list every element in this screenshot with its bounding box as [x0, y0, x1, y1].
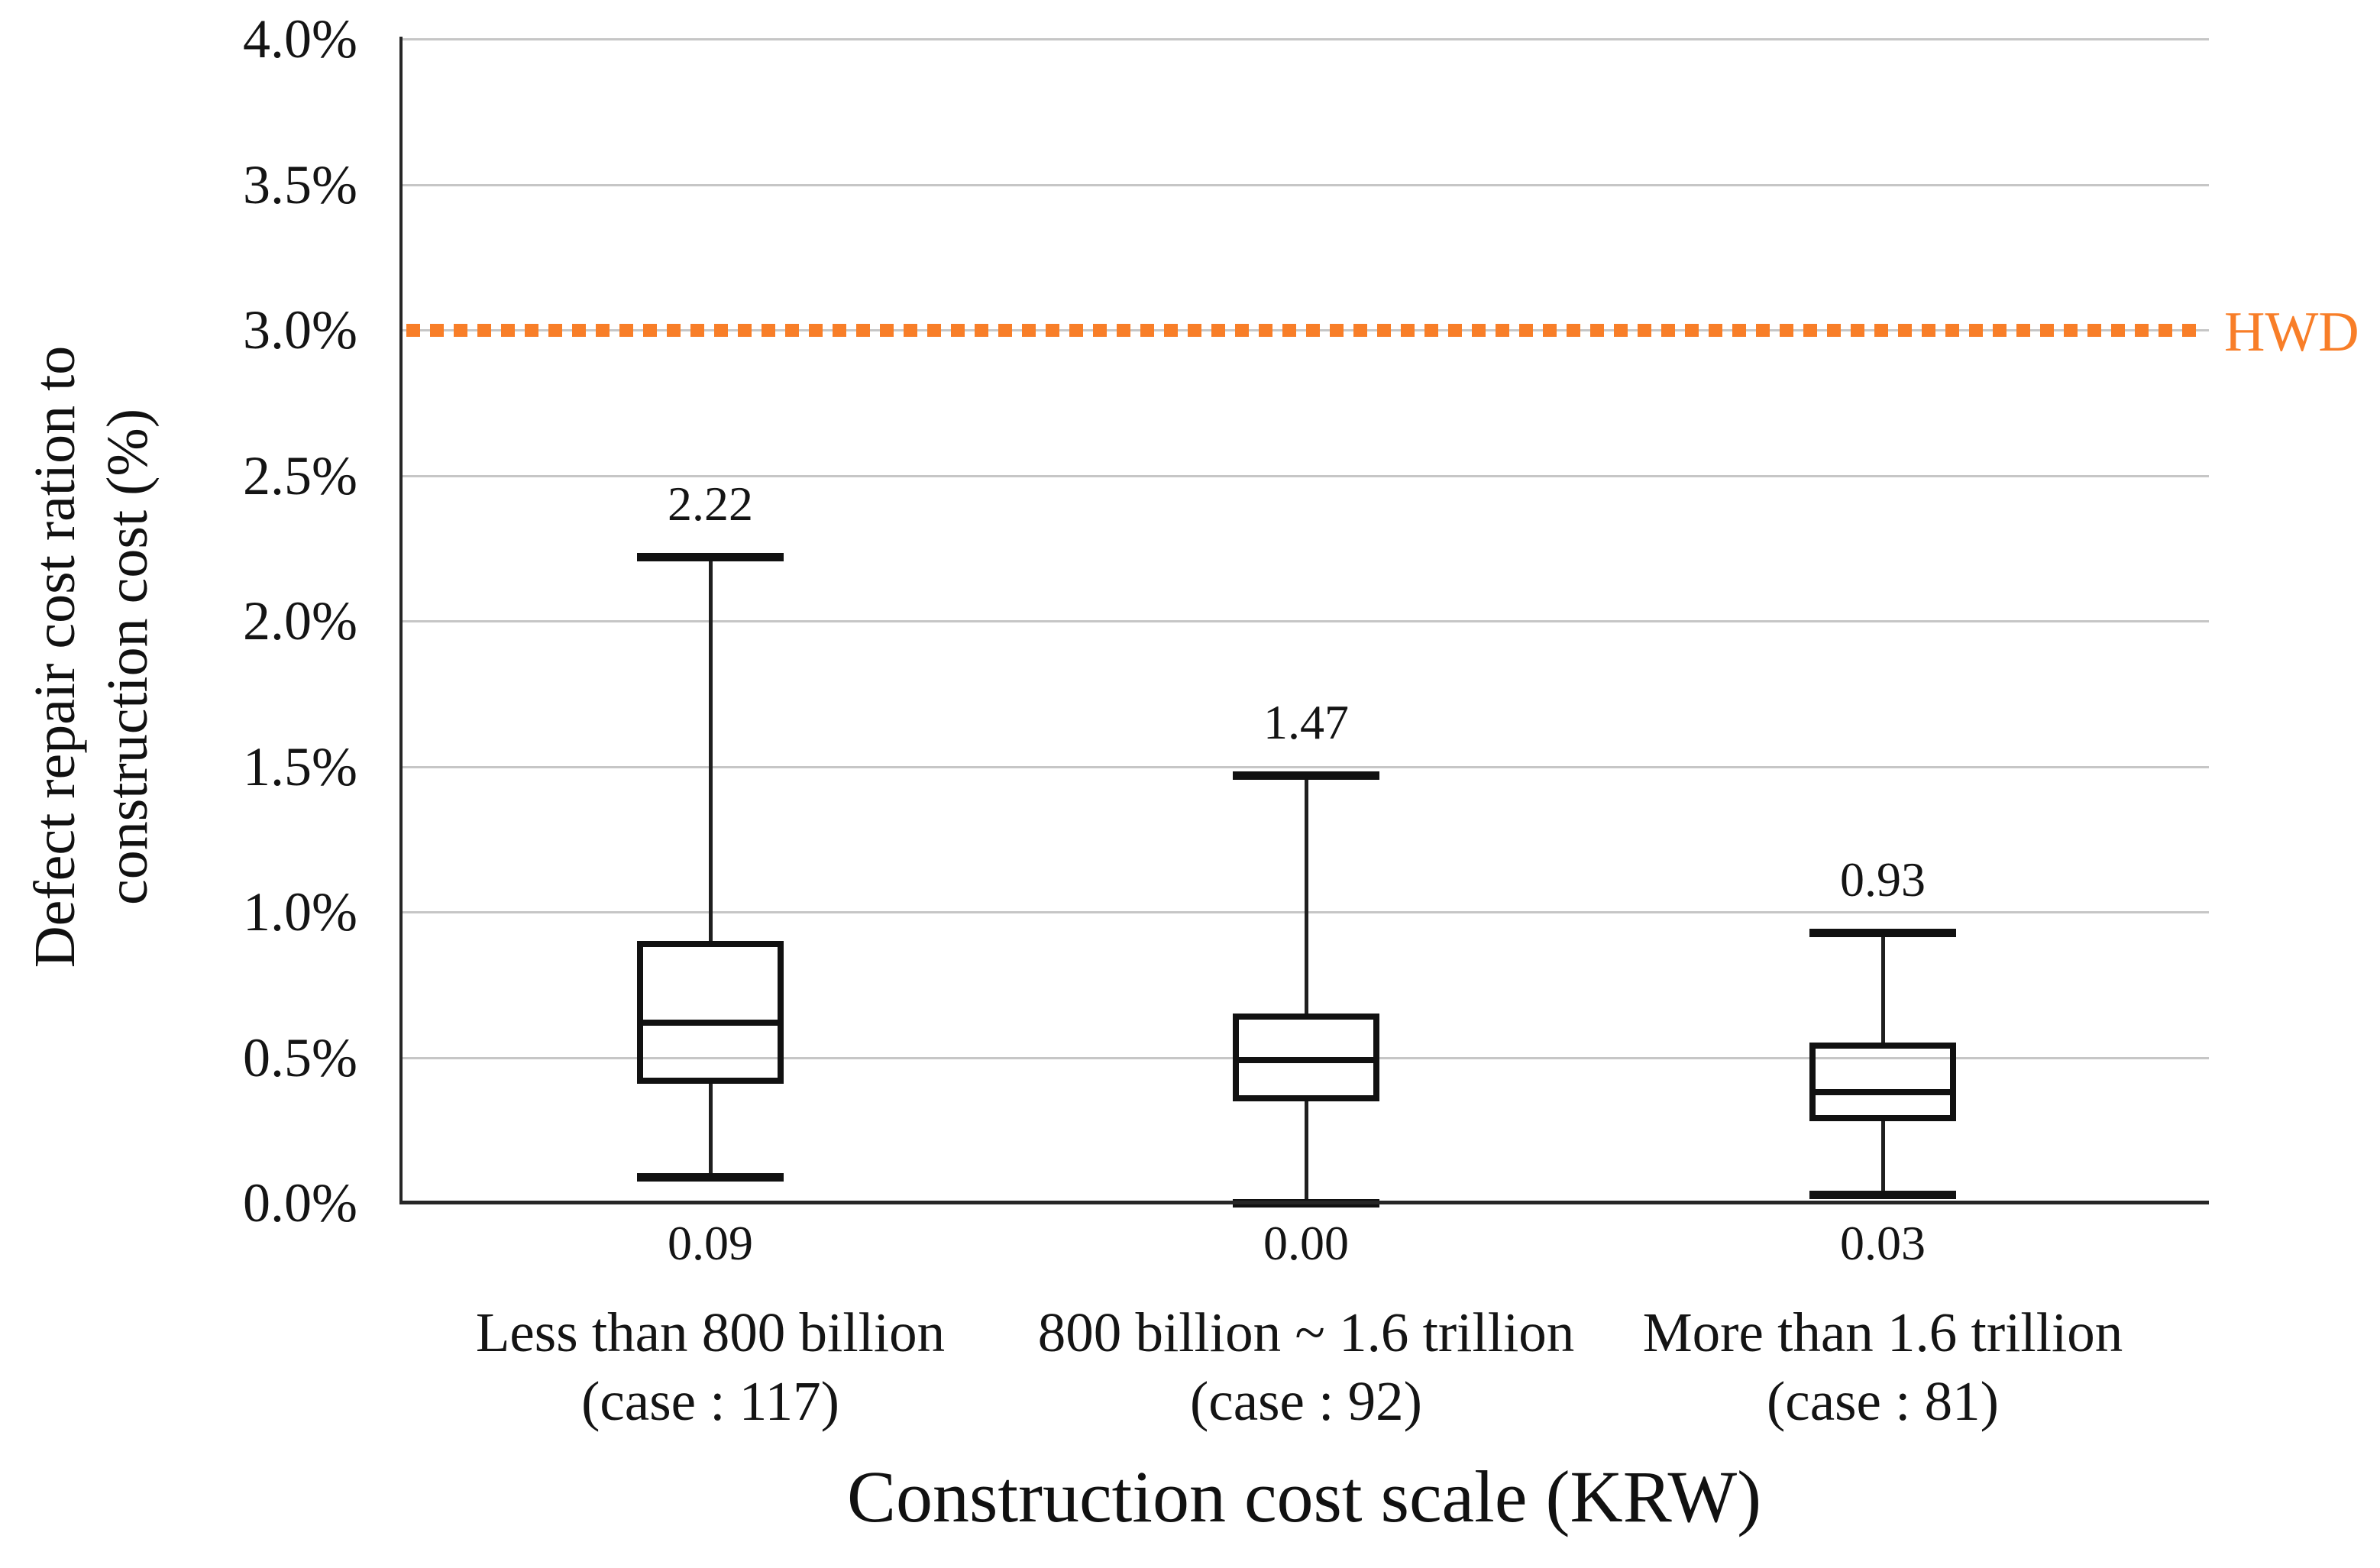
upper-whisker-stem: [709, 557, 713, 942]
y-axis-line: [399, 37, 403, 1204]
y-tick-label: 4.0%: [243, 8, 357, 70]
median-line: [1809, 1089, 1956, 1096]
x-axis-line: [399, 1201, 2209, 1204]
lower-whisker-cap: [637, 1172, 784, 1182]
upper-whisker-cap: [637, 553, 784, 562]
gridline: [399, 620, 2209, 622]
y-axis-title-line2: construction cost (%): [95, 408, 160, 906]
lower-whisker-stem: [709, 1083, 713, 1177]
y-tick-label: 0.5%: [243, 1026, 357, 1088]
max-value-label: 2.22: [668, 477, 753, 532]
median-line: [1233, 1057, 1379, 1064]
lower-whisker-stem: [1881, 1121, 1885, 1195]
gridline: [399, 765, 2209, 768]
max-value-label: 1.47: [1263, 694, 1349, 749]
y-tick-label: 3.5%: [243, 154, 357, 215]
lower-whisker-stem: [1305, 1101, 1308, 1203]
lower-whisker-cap: [1809, 1190, 1956, 1199]
y-tick-label: 1.0%: [243, 881, 357, 942]
gridline: [399, 911, 2209, 913]
y-tick-label: 0.0%: [243, 1172, 357, 1233]
category-label-line2: (case : 92): [1189, 1370, 1422, 1432]
upper-whisker-cap: [1809, 928, 1956, 937]
min-value-label: 0.09: [668, 1216, 753, 1270]
y-tick-label: 1.5%: [243, 736, 357, 797]
y-tick-label: 2.5%: [243, 445, 357, 506]
category-label-line1: 800 billion ~ 1.6 trillion: [1037, 1301, 1575, 1363]
y-tick-label: 3.0%: [243, 299, 357, 360]
category-label: Less than 800 billion (case : 117): [367, 1298, 1054, 1436]
hwd-label: HWD: [2224, 301, 2359, 364]
upper-whisker-cap: [1233, 771, 1379, 780]
min-value-label: 0.03: [1840, 1216, 1926, 1270]
x-axis-title: Construction cost scale (KRW): [846, 1456, 1762, 1537]
iqr-box: [1809, 1043, 1956, 1122]
category-label-line2: (case : 117): [581, 1370, 839, 1432]
median-line: [637, 1019, 784, 1026]
y-tick-label: 2.0%: [243, 590, 357, 651]
category-label: More than 1.6 trillion (case : 81): [1539, 1298, 2226, 1436]
category-label: 800 billion ~ 1.6 trillion (case : 92): [962, 1298, 1650, 1436]
gridline: [399, 38, 2209, 40]
category-label-line1: Less than 800 billion: [475, 1301, 946, 1363]
hwd-threshold-line: [406, 324, 2196, 337]
category-label-line2: (case : 81): [1766, 1370, 1999, 1432]
min-value-label: 0.00: [1263, 1216, 1349, 1270]
upper-whisker-stem: [1881, 932, 1885, 1043]
upper-whisker-stem: [1305, 774, 1308, 1014]
max-value-label: 0.93: [1840, 852, 1926, 907]
y-axis-title-line1: Defect repair cost ration to: [23, 345, 87, 968]
gridline: [399, 183, 2209, 186]
iqr-box: [637, 941, 784, 1084]
gridline: [399, 474, 2209, 477]
y-axis-title: Defect repair cost ration to constructio…: [19, 122, 164, 1191]
category-label-line1: More than 1.6 trillion: [1642, 1301, 2123, 1363]
